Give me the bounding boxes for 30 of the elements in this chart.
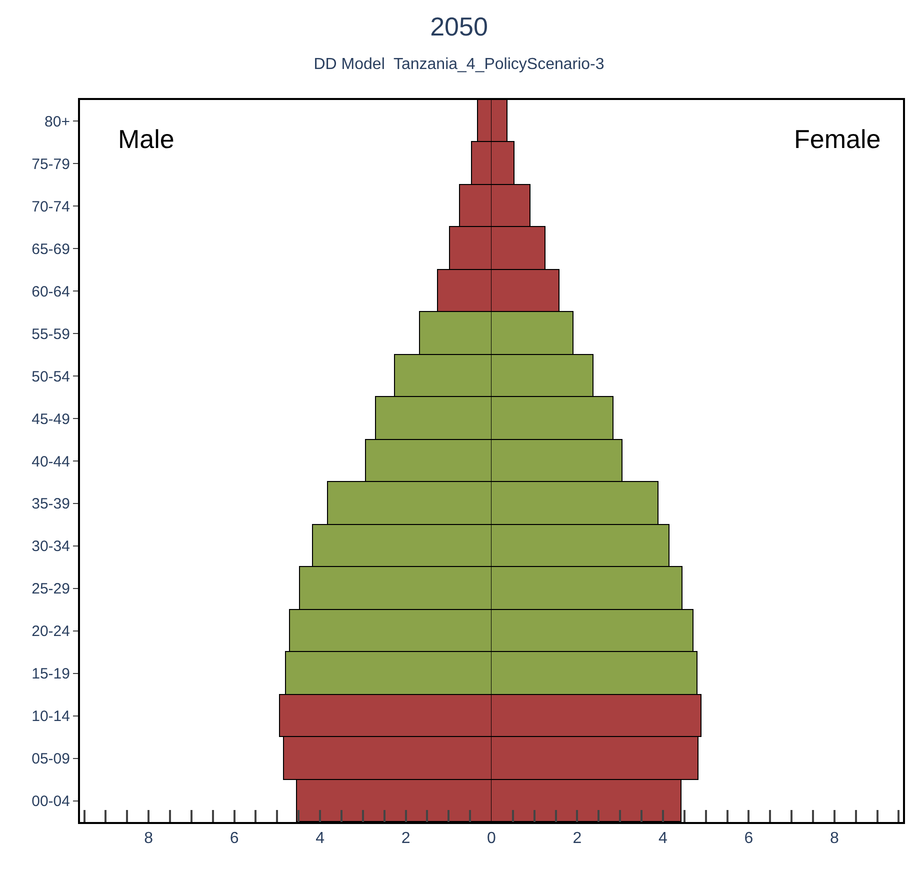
y-tick-label: 60-64 — [32, 283, 70, 300]
text: Male — [118, 124, 174, 154]
y-tick-label: 80+ — [44, 113, 70, 130]
x-tick-label: 0 — [487, 830, 496, 848]
x-tick-label: 6 — [230, 830, 239, 848]
y-tick-label: 70-74 — [32, 198, 70, 216]
x-tick-label: 8 — [830, 830, 839, 848]
x-tick-label: 2 — [572, 830, 582, 848]
x-tick-label: 4 — [316, 830, 325, 848]
y-tick-label: 35-39 — [32, 496, 70, 513]
y-tick-label: 50-54 — [32, 368, 70, 386]
x-tick-label: 8 — [144, 830, 154, 848]
text: Female — [794, 124, 881, 154]
y-tick-label: 55-59 — [32, 326, 70, 343]
x-tick-label: 4 — [658, 830, 668, 848]
y-tick-label: 20-24 — [32, 623, 70, 640]
x-tick-label: 2 — [401, 830, 410, 848]
chart-title: 2050 — [430, 11, 488, 42]
y-tick-label: 10-14 — [32, 708, 70, 726]
chart-subtitle: DD Model Tanzania_4_PolicyScenario-3 — [314, 56, 604, 74]
y-tick-label: 05-09 — [32, 750, 70, 768]
y-tick-label: 45-49 — [32, 410, 70, 428]
x-tick-label: 6 — [744, 830, 754, 848]
y-tick-label: 30-34 — [32, 538, 70, 556]
y-tick-label: 15-19 — [32, 666, 70, 683]
y-tick-label: 40-44 — [32, 453, 70, 470]
y-tick-label: 65-69 — [32, 240, 70, 258]
y-tick-label: 00-04 — [32, 793, 70, 810]
y-tick-label: 75-79 — [32, 156, 70, 173]
y-tick-label: 25-29 — [32, 580, 70, 598]
